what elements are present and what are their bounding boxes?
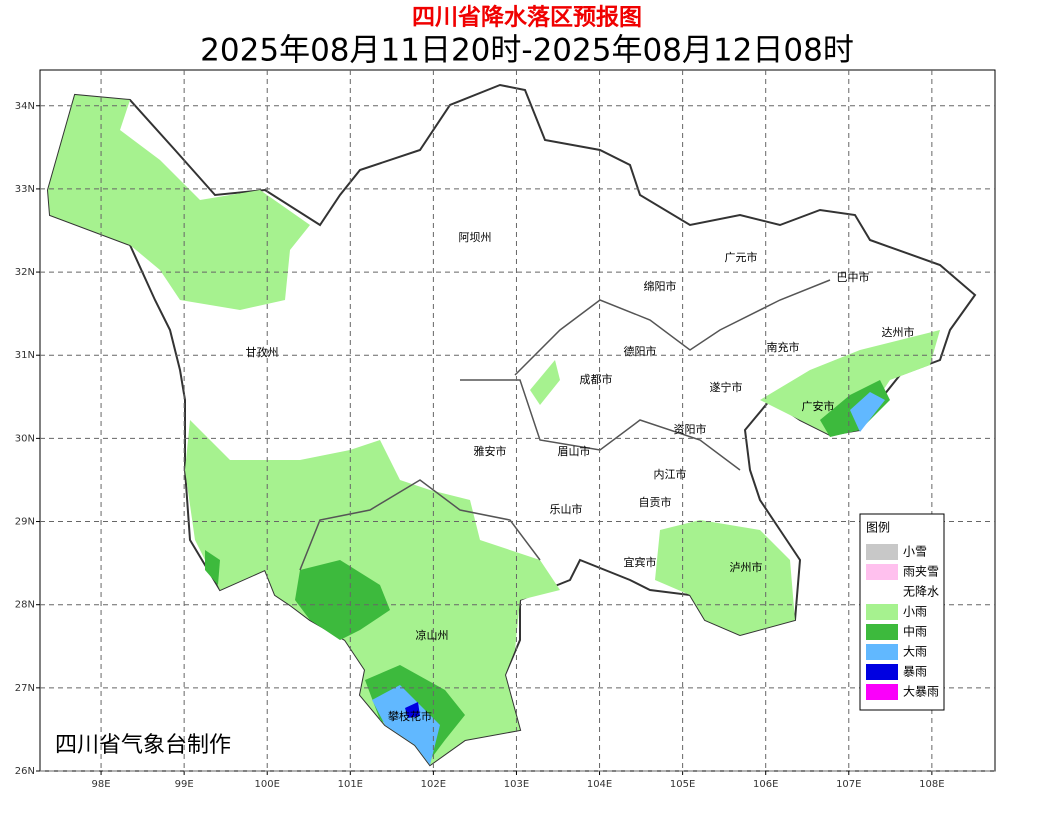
moderate-rain-area [295,560,390,640]
legend-swatch [866,604,898,620]
legend-label: 大暴雨 [903,685,939,699]
light-rain-area [760,330,940,435]
heavy-rain-area [372,685,440,765]
legend-label: 中雨 [903,624,927,639]
legend-swatch [866,584,898,600]
city-boundary [514,279,831,376]
city-label: 泸州市 [730,560,763,574]
y-tick-label: 27N [15,683,35,694]
city-label: 阿坝州 [459,230,492,244]
heavy-rain-area [850,392,885,432]
legend-label: 雨夹雪 [903,565,939,579]
legend-swatch [866,684,898,700]
city-label: 宜宾市 [624,555,657,569]
x-tick-label: 108E [919,779,944,790]
legend-label: 小雨 [903,605,927,619]
x-tick-label: 107E [836,779,861,790]
map-title: 四川省降水落区预报图 [412,5,642,31]
city-label: 凉山州 [416,628,449,642]
city-label: 内江市 [654,467,687,481]
light-rain-area [48,95,310,310]
city-label: 眉山市 [558,444,591,458]
city-label: 甘孜州 [246,345,279,359]
x-tick-label: 102E [421,779,446,790]
city-label: 乐山市 [550,502,583,516]
legend-swatch [866,624,898,640]
city-label: 南充市 [767,340,800,354]
y-tick-label: 33N [15,184,35,195]
city-label: 绵阳市 [644,279,677,293]
city-label: 雅安市 [474,444,507,458]
city-label: 德阳市 [624,344,657,358]
city-boundary [299,479,541,571]
y-tick-label: 28N [15,600,35,611]
city-label: 攀枝花市 [388,709,432,723]
city-label: 广元市 [725,250,758,264]
legend-label: 无降水 [903,585,939,599]
city-label: 资阳市 [674,422,707,436]
legend-label: 暴雨 [903,665,927,679]
footer: 四川省气象台制作 [55,733,231,758]
legend-title: 图例 [866,521,890,535]
y-tick-label: 32N [15,267,35,278]
rainstorm-area [405,702,420,718]
light-rain-area [530,360,560,405]
legend-swatch [866,664,898,680]
x-tick-label: 99E [175,779,194,790]
x-tick-label: 105E [670,779,695,790]
y-tick-label: 31N [15,350,35,361]
y-tick-label: 34N [15,101,35,112]
x-tick-label: 98E [92,779,111,790]
legend-swatch [866,544,898,560]
x-tick-label: 103E [504,779,529,790]
city-label: 广安市 [802,399,835,413]
city-label: 达州市 [882,325,915,339]
x-tick-label: 106E [753,779,778,790]
grid [36,70,995,775]
y-tick-label: 29N [15,517,35,528]
map-subtitle: 2025年08月11日20时-2025年08月12日08时 [200,33,854,69]
city-label: 巴中市 [837,270,870,284]
x-tick-label: 100E [255,779,280,790]
x-tick-label: 101E [338,779,363,790]
legend-swatch [866,564,898,580]
light-rain-area [655,520,795,635]
moderate-rain-area [205,550,220,585]
legend-swatch [866,644,898,660]
city-label: 成都市 [580,372,613,386]
x-tick-label: 104E [587,779,612,790]
labels: 98E 99E 100E 101E 102E 103E 104E 105E 106E 107E 10… [15,101,945,790]
y-tick-label: 26N [15,766,35,777]
city-label: 自贡市 [639,495,672,509]
city-label: 遂宁市 [710,380,743,394]
y-tick-label: 30N [15,433,35,444]
legend-label: 小雪 [903,545,927,559]
legend-label: 大雨 [903,645,927,659]
